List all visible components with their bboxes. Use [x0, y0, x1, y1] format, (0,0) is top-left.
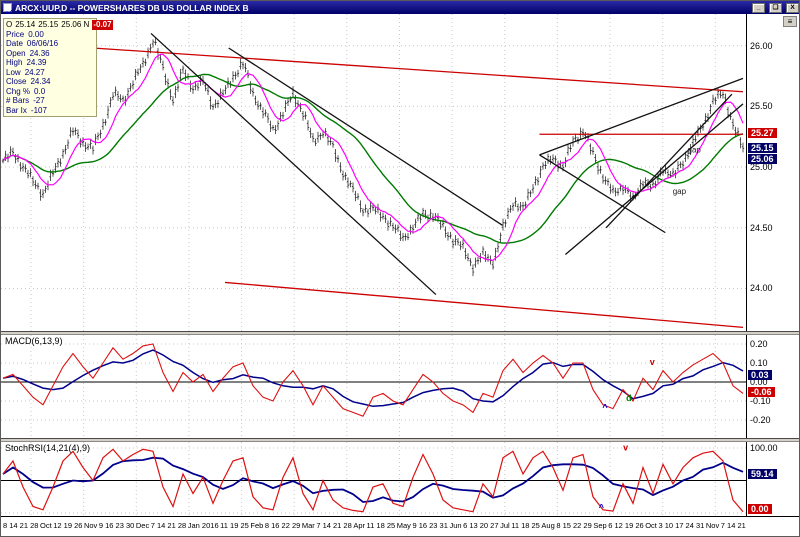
stochrsi-chart-canvas[interactable]: v^ [1, 442, 746, 516]
x-axis-label: 11 19 25 [220, 521, 249, 530]
x-axis-label: 3 10 17 24 31 [658, 521, 705, 530]
y-tick-label: 26.00 [750, 40, 773, 51]
x-axis-label: Nov [705, 521, 720, 530]
x-axis-label: Jun [449, 521, 462, 530]
x-axis-label: Feb [250, 521, 264, 530]
value-badge: 0.03 [748, 370, 772, 381]
panel-separator[interactable] [1, 331, 799, 335]
value-badge: 25.27 [748, 128, 777, 139]
y-tick-label: 24.50 [750, 222, 773, 233]
y-tick-label: 25.50 [750, 101, 773, 112]
x-axis-label: Apr [353, 521, 365, 530]
macd-title: MACD(6,13,9) [5, 336, 63, 346]
value-badge: 25.06 [748, 153, 777, 164]
x-axis-label: May [396, 521, 411, 530]
y-tick-label: 0.10 [750, 358, 768, 368]
y-tick-label: 0.20 [750, 339, 768, 349]
x-axis-label: 7 14 21 [720, 521, 746, 530]
x-axis-label: Jan 2016 [187, 521, 219, 530]
info-row: Bar Ix -107 [6, 105, 47, 115]
info-row: High 24.39 [6, 58, 47, 67]
quote-row: O 25.14 25.15 25.06 N -0.07 [6, 20, 113, 30]
info-row: # Bars -27 [6, 96, 45, 105]
x-axis-label: 8 14 21 28 [3, 521, 39, 530]
x-axis-label: Sep [593, 521, 607, 530]
x-axis-label: Dec [135, 521, 150, 530]
value-badge: 59.14 [748, 468, 777, 479]
macd-axis: 0.20 0.10 0.00 -0.10 -0.20 0.03 -0.06 [746, 335, 799, 438]
x-axis-label: Jul [500, 521, 510, 530]
minimize-button[interactable]: _ [752, 2, 765, 13]
y-tick-label: -0.10 [750, 396, 771, 406]
y-tick-label: 0.00 [750, 377, 768, 387]
change-badge: -0.07 [92, 20, 113, 30]
svg-text:gap: gap [673, 187, 687, 196]
x-axis-label: 11 18 25 [366, 521, 396, 530]
x-axis-label: Oct [40, 521, 52, 530]
x-axis-label: 9 16 23 31 [412, 521, 448, 530]
svg-text:v: v [623, 443, 628, 453]
x-axis-label: 6 13 20 27 [463, 521, 499, 530]
info-row: Close 24.34 [6, 77, 51, 86]
x-axis-label: 7 14 21 28 [316, 521, 352, 530]
info-row: Open 24.36 [6, 48, 50, 58]
macd-chart-canvas[interactable]: v d ^ [1, 335, 746, 438]
panel-separator[interactable] [1, 438, 799, 442]
y-tick-label: 24.00 [750, 283, 773, 294]
stochrsi-panel: StochRSI(14,21(4),9) v^ 100.000.0059.140… [1, 442, 799, 516]
x-axis-label: 9 16 23 30 [98, 521, 135, 530]
y-tick-label: 25.00 [750, 162, 773, 173]
titlebar[interactable]: ARCX:UUP,D -- POWERSHARES DB US DOLLAR I… [1, 1, 799, 16]
svg-text:^: ^ [602, 403, 608, 413]
info-row: Chg % 0.0 [6, 86, 46, 96]
chart-menu-icon[interactable]: ≡ [783, 16, 797, 27]
x-axis-label: 12 19 26 [53, 521, 83, 530]
value-badge: 25.15 [748, 142, 777, 153]
x-axis-label: 8 16 22 29 [264, 521, 301, 530]
close-button[interactable]: X [786, 2, 799, 13]
restore-button[interactable]: ❏ [769, 2, 782, 13]
stochrsi-title: StochRSI(14,21(4),9) [5, 443, 91, 453]
svg-text:^: ^ [599, 502, 605, 512]
svg-text:d: d [626, 393, 632, 403]
value-badge: -0.06 [748, 387, 775, 398]
x-axis-label: Mar [301, 521, 315, 530]
app-icon [3, 3, 13, 16]
macd-panel: MACD(6,13,9) v d ^ 0.20 0.10 0.00 -0.10 -0.20 0… [1, 335, 799, 438]
price-panel: gap gap 26.00 25.50 25.00 24.50 24.00 25.27 25.… [1, 14, 799, 331]
x-axis-label: 8 15 22 29 [556, 521, 592, 530]
y-tick-label: 100.00 [750, 443, 778, 453]
price-chart-canvas[interactable]: gap gap [1, 14, 746, 331]
x-axis-label: Oct [645, 521, 657, 530]
info-row: Low 24.27 [6, 67, 45, 77]
x-axis: 8 14 21 28 Oct 12 19 26 Nov 9 16 23 30 Dec 7 1… [1, 516, 799, 536]
window-title: ARCX:UUP,D -- POWERSHARES DB US DOLLAR I… [15, 2, 249, 13]
x-axis-label: 7 14 21 28 [150, 521, 187, 530]
svg-text:gap: gap [688, 145, 702, 154]
info-row: Price 0.00 [6, 29, 44, 39]
value-badge: 0.00 [748, 504, 772, 514]
quote-info-box: O 25.14 25.15 25.06 N -0.07 Price 0.00 Date 06/0… [3, 18, 113, 117]
x-axis-label: 6 12 19 26 [608, 521, 644, 530]
y-tick-label: -0.20 [750, 415, 771, 425]
price-axis: 26.00 25.50 25.00 24.50 24.00 25.27 25.15 25.06 [746, 14, 799, 331]
svg-text:v: v [650, 357, 655, 367]
x-axis-label: Aug [541, 521, 555, 530]
x-axis-label: Nov [83, 521, 98, 530]
x-axis-label: 11 18 25 [511, 521, 540, 530]
info-row: Date 06/06/16 [6, 39, 59, 48]
